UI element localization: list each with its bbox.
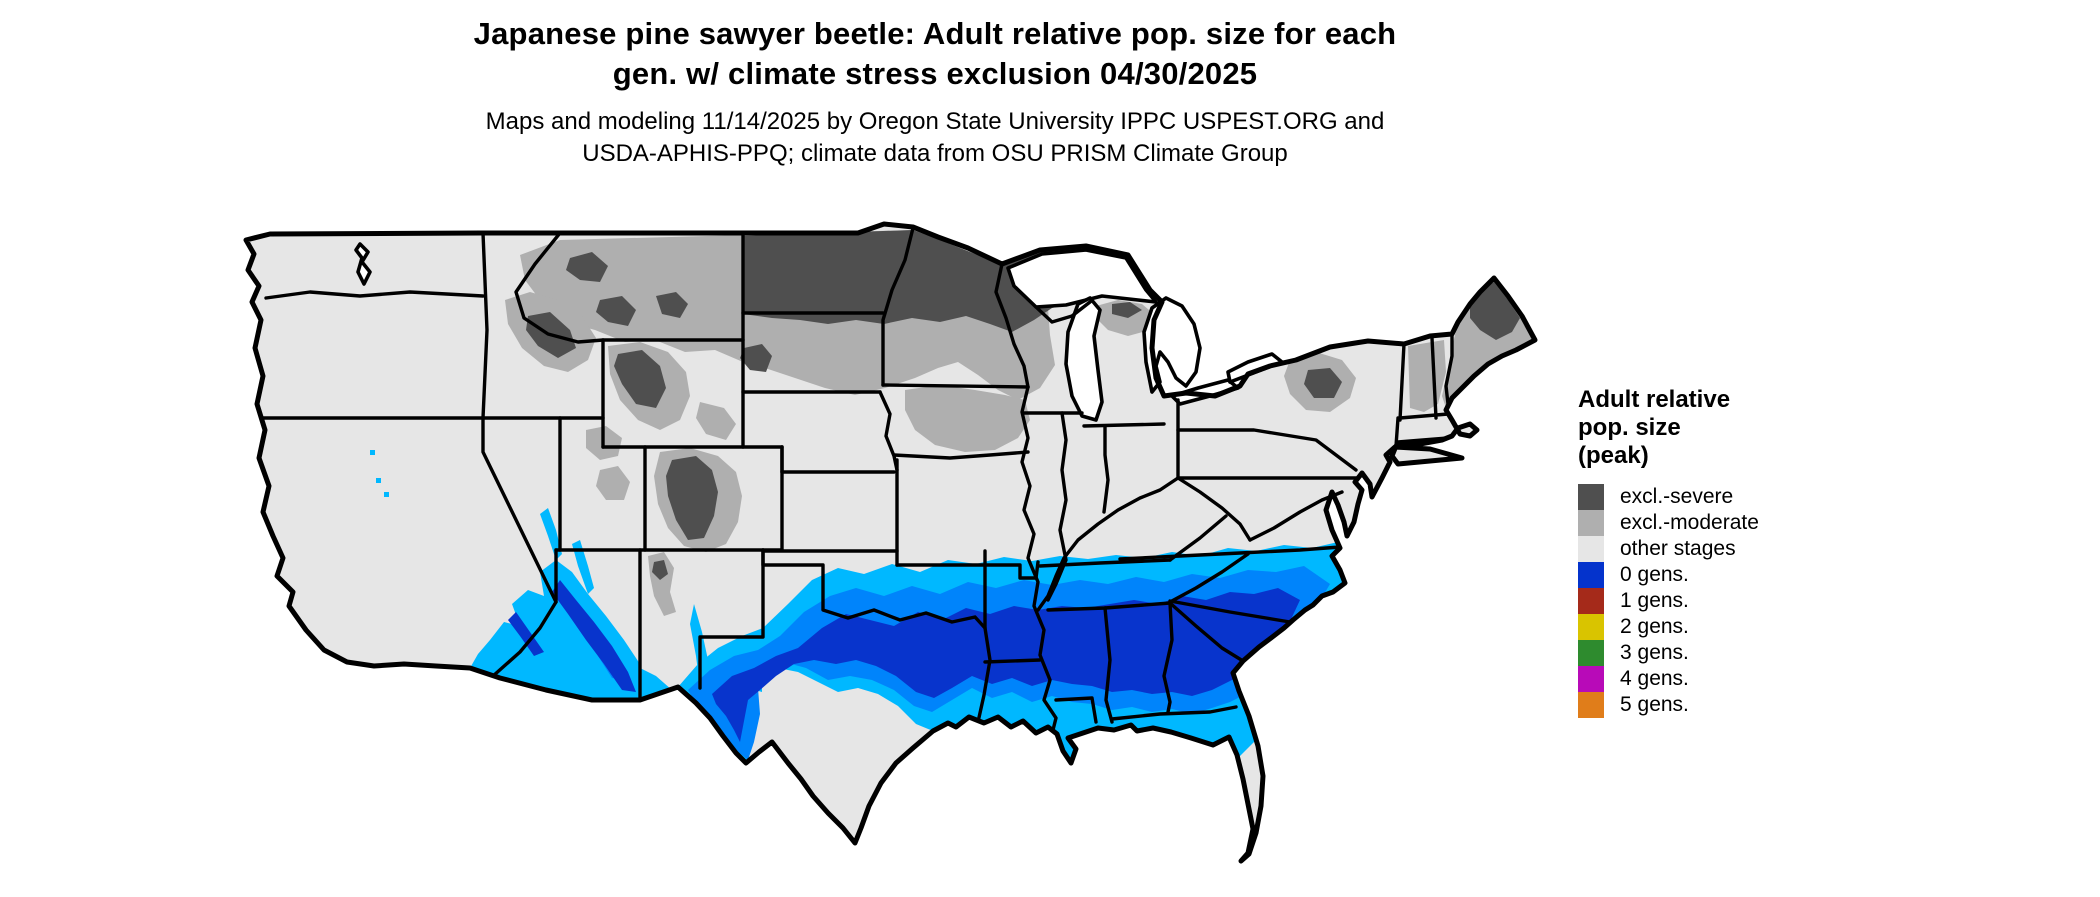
legend-label: 4 gens. — [1620, 667, 1689, 690]
legend-swatch-other-stages — [1578, 536, 1604, 562]
legend-swatch-4-gens- — [1578, 666, 1604, 692]
legend-items: excl.-severe excl.-moderate other stages 0 … — [1578, 484, 1878, 718]
legend-label: excl.-severe — [1620, 485, 1734, 508]
gens0-high-pop-regions — [508, 580, 1300, 742]
legend-row: 3 gens. — [1578, 640, 1878, 666]
legend-swatch-5-gens- — [1578, 692, 1604, 718]
us-map — [230, 170, 1560, 892]
legend-row: 1 gens. — [1578, 588, 1878, 614]
us-map-svg — [243, 221, 1538, 882]
lake-superior — [1006, 248, 1158, 309]
page-title-line1: Japanese pine sawyer beetle: Adult relat… — [473, 16, 1397, 51]
legend-row: excl.-moderate — [1578, 510, 1878, 536]
legend-label: 3 gens. — [1620, 641, 1689, 664]
legend-label: other stages — [1620, 537, 1736, 560]
legend-label: 0 gens. — [1620, 563, 1689, 586]
state-borders — [257, 226, 1454, 736]
great-lakes — [354, 242, 1284, 422]
legend-label: 5 gens. — [1620, 693, 1689, 716]
lake-huron — [1142, 296, 1202, 394]
legend-title: Adult relative pop. size (peak) — [1578, 386, 1731, 469]
legend-row: 2 gens. — [1578, 614, 1878, 640]
legend-row: 0 gens. — [1578, 562, 1878, 588]
map-legend: Adult relative pop. size (peak) excl.-se… — [1578, 386, 1878, 718]
subtitle-line2: USDA-APHIS-PPQ; climate data from OSU PR… — [582, 140, 1288, 167]
figure-header: Japanese pine sawyer beetle: Adult relat… — [235, 14, 1635, 170]
legend-label: 1 gens. — [1620, 589, 1689, 612]
lake-michigan — [1064, 296, 1104, 422]
legend-row: 4 gens. — [1578, 666, 1878, 692]
subtitle-line1: Maps and modeling 11/14/2025 by Oregon S… — [485, 108, 1385, 135]
excl-severe-regions — [526, 230, 1520, 580]
puget-sound — [354, 242, 372, 286]
legend-row: other stages — [1578, 536, 1878, 562]
florida-keys-spot — [1223, 875, 1230, 882]
legend-swatch-2-gens- — [1578, 614, 1604, 640]
conus-outline — [243, 221, 1538, 864]
legend-swatch-excl-severe — [1578, 484, 1604, 510]
legend-row: excl.-severe — [1578, 484, 1878, 510]
legend-swatch-1-gens- — [1578, 588, 1604, 614]
figure-subtitle: Maps and modeling 11/14/2025 by Oregon S… — [235, 106, 1635, 170]
legend-label: excl.-moderate — [1620, 511, 1759, 534]
legend-label: 2 gens. — [1620, 615, 1689, 638]
legend-swatch-0-gens- — [1578, 562, 1604, 588]
page-title-line2: gen. w/ climate stress exclusion 04/30/2… — [612, 56, 1258, 91]
legend-swatch-excl-moderate — [1578, 510, 1604, 536]
legend-swatch-3-gens- — [1578, 640, 1604, 666]
legend-row: 5 gens. — [1578, 692, 1878, 718]
